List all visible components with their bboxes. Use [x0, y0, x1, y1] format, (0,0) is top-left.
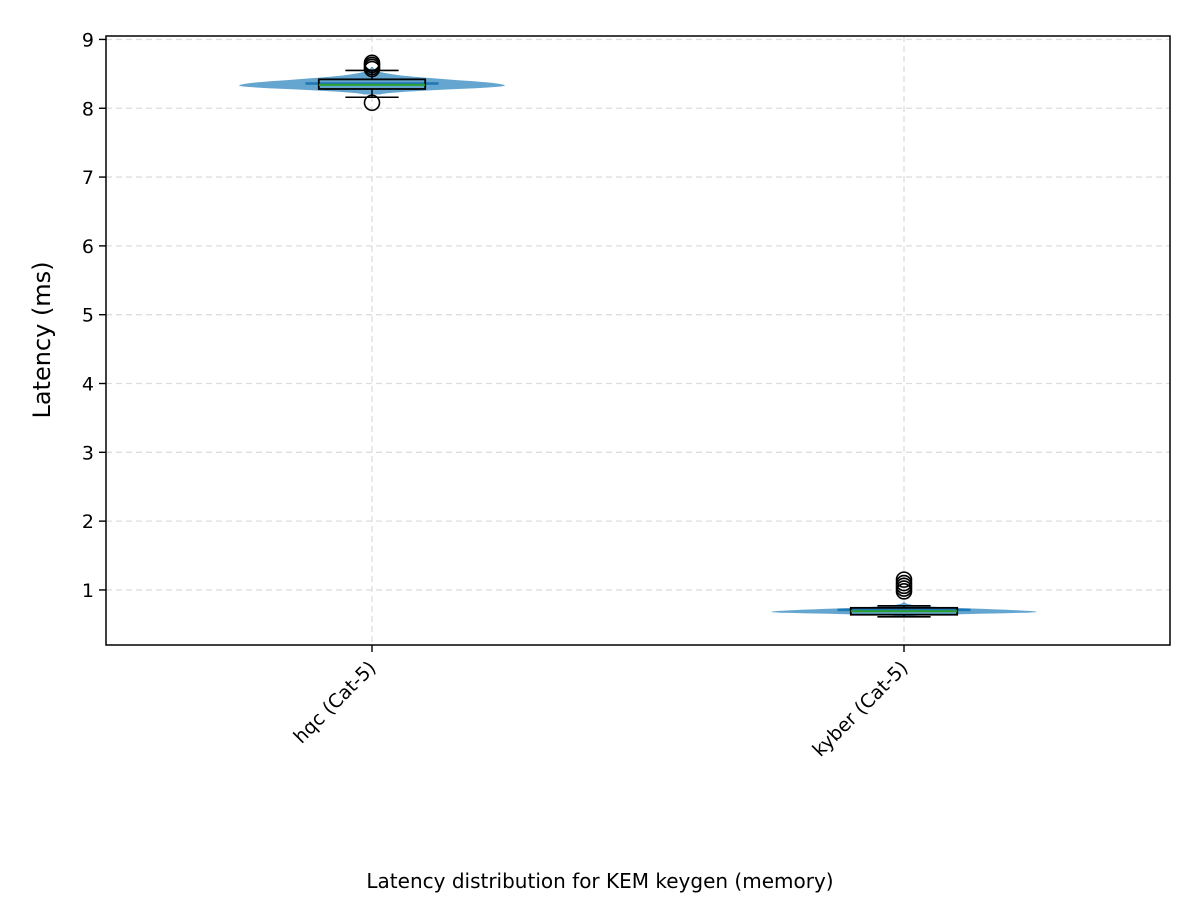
- y-tick-label: 8: [82, 98, 94, 120]
- y-tick-label: 4: [82, 374, 94, 396]
- y-axis-label: Latency (ms): [28, 261, 56, 418]
- x-axis-label: Latency distribution for KEM keygen (mem…: [366, 869, 833, 893]
- y-tick-label: 7: [82, 167, 94, 189]
- y-tick-label: 3: [82, 442, 94, 464]
- box-layer: [305, 54, 971, 618]
- outlier-point: [363, 54, 381, 72]
- y-tick-label: 5: [82, 305, 94, 327]
- violin-body: [239, 67, 505, 95]
- plot-frame: [105, 35, 1171, 646]
- y-tick-label: 9: [82, 29, 94, 51]
- y-tick-label: 2: [82, 511, 94, 533]
- axis-layer: [105, 35, 1171, 646]
- outlier-point: [363, 94, 381, 112]
- x-tick-label: hqc (Cat-5): [290, 657, 381, 748]
- y-tick-label: 6: [82, 236, 94, 258]
- outlier-point: [895, 571, 913, 588]
- violin-layer: [239, 67, 1037, 617]
- grid-layer: [106, 36, 1170, 645]
- y-tick-label: 1: [82, 580, 94, 602]
- x-tick-label: kyber (Cat-5): [808, 657, 912, 761]
- tick-layer: 1 2 3 4 5 6 7 8 9 hqc (Cat-5) kyber (Cat-5): [82, 29, 913, 761]
